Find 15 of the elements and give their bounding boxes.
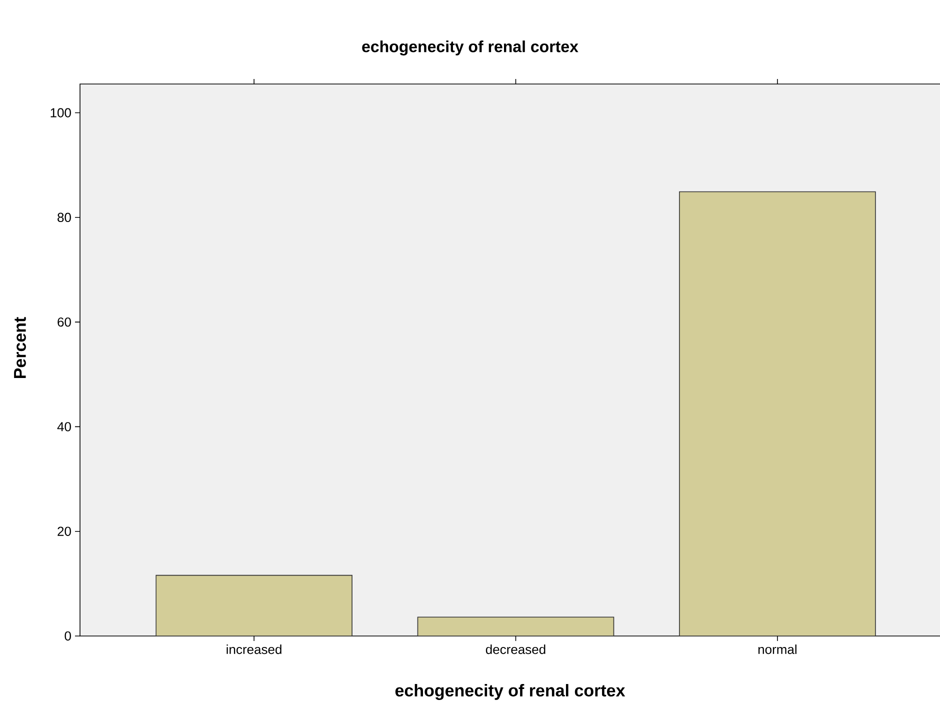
chart-title: echogenecity of renal cortex [362, 40, 578, 56]
bar [156, 574, 352, 636]
y-tick-label: 60 [58, 317, 71, 327]
y-tick-label: 40 [57, 422, 71, 432]
y-tick-label: 0 [64, 631, 71, 641]
x-axis-title: echogenecity of renal cortex [395, 684, 626, 700]
x-tick-label: decreased [486, 644, 546, 654]
y-axis-title: Percent [14, 317, 26, 378]
bar [679, 191, 876, 636]
x-tick-label: increased [226, 644, 282, 654]
bar [417, 616, 614, 636]
y-tick-label: 100 [50, 108, 71, 118]
x-tick-label: normal [758, 644, 796, 654]
y-tick-label: 80 [58, 212, 71, 222]
y-tick-label: 20 [58, 526, 71, 536]
